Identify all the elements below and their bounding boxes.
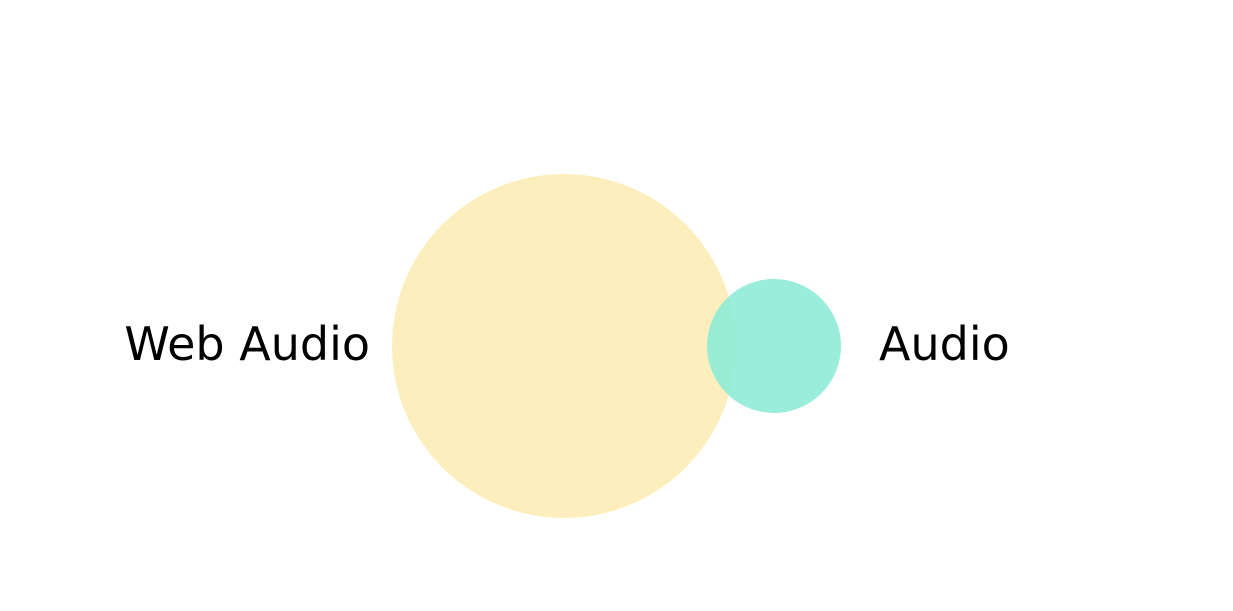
set-circle-web-audio xyxy=(392,174,736,518)
set-label-audio: Audio xyxy=(879,317,1010,371)
set-circle-audio xyxy=(707,279,841,413)
set-label-web-audio: Web Audio xyxy=(124,317,370,371)
